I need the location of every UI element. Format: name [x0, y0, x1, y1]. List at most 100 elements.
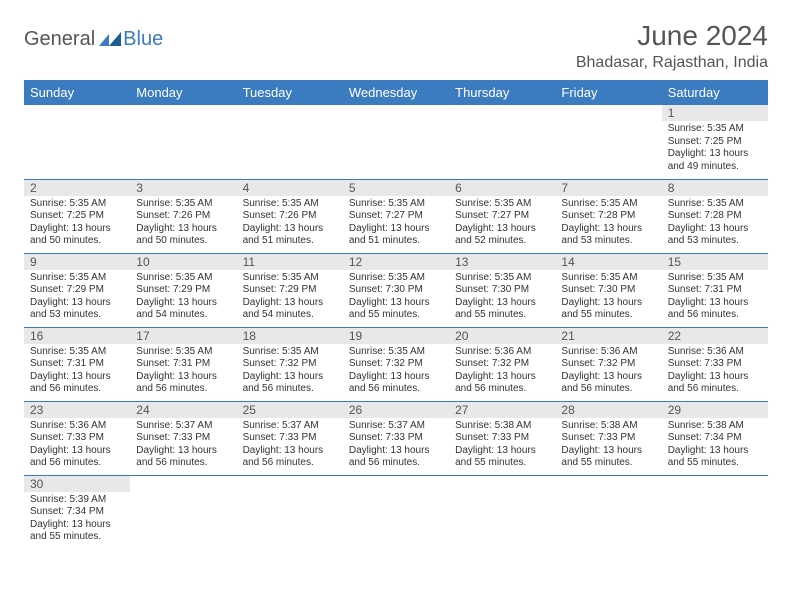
weekday-header: Friday [555, 80, 661, 105]
header: General Blue June 2024 Bhadasar, Rajasth… [24, 20, 768, 72]
calendar-table: SundayMondayTuesdayWednesdayThursdayFrid… [24, 80, 768, 549]
day-info: Sunrise: 5:35 AMSunset: 7:25 PMDaylight:… [662, 121, 768, 177]
day-number: 10 [130, 254, 236, 270]
weekday-header: Thursday [449, 80, 555, 105]
day-number: 11 [237, 254, 343, 270]
calendar-cell [449, 475, 555, 549]
calendar-cell [237, 105, 343, 179]
calendar-cell: 30Sunrise: 5:39 AMSunset: 7:34 PMDayligh… [24, 475, 130, 549]
logo: General Blue [24, 20, 163, 51]
calendar-cell: 14Sunrise: 5:35 AMSunset: 7:30 PMDayligh… [555, 253, 661, 327]
day-number: 7 [555, 180, 661, 196]
logo-text-main: General [24, 28, 95, 51]
calendar-cell: 17Sunrise: 5:35 AMSunset: 7:31 PMDayligh… [130, 327, 236, 401]
calendar-cell: 8Sunrise: 5:35 AMSunset: 7:28 PMDaylight… [662, 179, 768, 253]
day-number: 27 [449, 402, 555, 418]
calendar-cell [24, 105, 130, 179]
day-info: Sunrise: 5:35 AMSunset: 7:30 PMDaylight:… [555, 270, 661, 326]
location: Bhadasar, Rajasthan, India [576, 54, 768, 72]
day-info: Sunrise: 5:35 AMSunset: 7:30 PMDaylight:… [449, 270, 555, 326]
day-info: Sunrise: 5:35 AMSunset: 7:31 PMDaylight:… [662, 270, 768, 326]
day-info: Sunrise: 5:35 AMSunset: 7:27 PMDaylight:… [449, 196, 555, 252]
calendar-cell: 29Sunrise: 5:38 AMSunset: 7:34 PMDayligh… [662, 401, 768, 475]
calendar-row: 1Sunrise: 5:35 AMSunset: 7:25 PMDaylight… [24, 105, 768, 179]
day-number: 14 [555, 254, 661, 270]
calendar-cell: 24Sunrise: 5:37 AMSunset: 7:33 PMDayligh… [130, 401, 236, 475]
calendar-cell [343, 105, 449, 179]
day-info: Sunrise: 5:35 AMSunset: 7:26 PMDaylight:… [130, 196, 236, 252]
calendar-cell: 3Sunrise: 5:35 AMSunset: 7:26 PMDaylight… [130, 179, 236, 253]
calendar-cell [449, 105, 555, 179]
day-info: Sunrise: 5:35 AMSunset: 7:28 PMDaylight:… [662, 196, 768, 252]
month-title: June 2024 [576, 20, 768, 52]
calendar-cell: 4Sunrise: 5:35 AMSunset: 7:26 PMDaylight… [237, 179, 343, 253]
weekday-header: Saturday [662, 80, 768, 105]
day-number: 9 [24, 254, 130, 270]
calendar-cell [130, 475, 236, 549]
logo-flag-icon [99, 32, 121, 48]
day-number: 30 [24, 476, 130, 492]
day-number: 23 [24, 402, 130, 418]
calendar-cell [555, 475, 661, 549]
day-info: Sunrise: 5:38 AMSunset: 7:33 PMDaylight:… [449, 418, 555, 474]
day-number: 6 [449, 180, 555, 196]
calendar-cell: 5Sunrise: 5:35 AMSunset: 7:27 PMDaylight… [343, 179, 449, 253]
day-number: 20 [449, 328, 555, 344]
day-info: Sunrise: 5:35 AMSunset: 7:28 PMDaylight:… [555, 196, 661, 252]
day-info: Sunrise: 5:35 AMSunset: 7:32 PMDaylight:… [237, 344, 343, 400]
calendar-cell: 15Sunrise: 5:35 AMSunset: 7:31 PMDayligh… [662, 253, 768, 327]
day-number: 16 [24, 328, 130, 344]
day-number: 13 [449, 254, 555, 270]
calendar-row: 2Sunrise: 5:35 AMSunset: 7:25 PMDaylight… [24, 179, 768, 253]
weekday-header-row: SundayMondayTuesdayWednesdayThursdayFrid… [24, 80, 768, 105]
day-info: Sunrise: 5:39 AMSunset: 7:34 PMDaylight:… [24, 492, 130, 548]
calendar-cell: 18Sunrise: 5:35 AMSunset: 7:32 PMDayligh… [237, 327, 343, 401]
day-info: Sunrise: 5:35 AMSunset: 7:26 PMDaylight:… [237, 196, 343, 252]
day-number: 18 [237, 328, 343, 344]
day-number: 3 [130, 180, 236, 196]
calendar-cell: 26Sunrise: 5:37 AMSunset: 7:33 PMDayligh… [343, 401, 449, 475]
calendar-cell: 19Sunrise: 5:35 AMSunset: 7:32 PMDayligh… [343, 327, 449, 401]
calendar-cell: 9Sunrise: 5:35 AMSunset: 7:29 PMDaylight… [24, 253, 130, 327]
day-info: Sunrise: 5:35 AMSunset: 7:25 PMDaylight:… [24, 196, 130, 252]
day-info: Sunrise: 5:35 AMSunset: 7:29 PMDaylight:… [237, 270, 343, 326]
calendar-cell: 12Sunrise: 5:35 AMSunset: 7:30 PMDayligh… [343, 253, 449, 327]
day-info: Sunrise: 5:35 AMSunset: 7:32 PMDaylight:… [343, 344, 449, 400]
day-info: Sunrise: 5:36 AMSunset: 7:32 PMDaylight:… [449, 344, 555, 400]
calendar-row: 23Sunrise: 5:36 AMSunset: 7:33 PMDayligh… [24, 401, 768, 475]
calendar-body: 1Sunrise: 5:35 AMSunset: 7:25 PMDaylight… [24, 105, 768, 549]
day-info: Sunrise: 5:36 AMSunset: 7:32 PMDaylight:… [555, 344, 661, 400]
day-number: 15 [662, 254, 768, 270]
day-info: Sunrise: 5:36 AMSunset: 7:33 PMDaylight:… [662, 344, 768, 400]
day-number: 8 [662, 180, 768, 196]
day-number: 29 [662, 402, 768, 418]
weekday-header: Tuesday [237, 80, 343, 105]
day-number: 28 [555, 402, 661, 418]
calendar-cell: 13Sunrise: 5:35 AMSunset: 7:30 PMDayligh… [449, 253, 555, 327]
calendar-cell: 22Sunrise: 5:36 AMSunset: 7:33 PMDayligh… [662, 327, 768, 401]
calendar-cell: 2Sunrise: 5:35 AMSunset: 7:25 PMDaylight… [24, 179, 130, 253]
calendar-cell [237, 475, 343, 549]
day-number: 4 [237, 180, 343, 196]
title-block: June 2024 Bhadasar, Rajasthan, India [576, 20, 768, 72]
weekday-header: Monday [130, 80, 236, 105]
day-number: 17 [130, 328, 236, 344]
calendar-cell: 28Sunrise: 5:38 AMSunset: 7:33 PMDayligh… [555, 401, 661, 475]
calendar-cell: 6Sunrise: 5:35 AMSunset: 7:27 PMDaylight… [449, 179, 555, 253]
calendar-cell: 7Sunrise: 5:35 AMSunset: 7:28 PMDaylight… [555, 179, 661, 253]
day-info: Sunrise: 5:35 AMSunset: 7:30 PMDaylight:… [343, 270, 449, 326]
calendar-cell: 10Sunrise: 5:35 AMSunset: 7:29 PMDayligh… [130, 253, 236, 327]
calendar-cell: 23Sunrise: 5:36 AMSunset: 7:33 PMDayligh… [24, 401, 130, 475]
day-number: 24 [130, 402, 236, 418]
calendar-row: 30Sunrise: 5:39 AMSunset: 7:34 PMDayligh… [24, 475, 768, 549]
day-info: Sunrise: 5:35 AMSunset: 7:27 PMDaylight:… [343, 196, 449, 252]
day-number: 12 [343, 254, 449, 270]
calendar-cell: 27Sunrise: 5:38 AMSunset: 7:33 PMDayligh… [449, 401, 555, 475]
day-number: 1 [662, 105, 768, 121]
day-info: Sunrise: 5:35 AMSunset: 7:29 PMDaylight:… [24, 270, 130, 326]
day-info: Sunrise: 5:36 AMSunset: 7:33 PMDaylight:… [24, 418, 130, 474]
calendar-cell [130, 105, 236, 179]
day-info: Sunrise: 5:37 AMSunset: 7:33 PMDaylight:… [130, 418, 236, 474]
day-info: Sunrise: 5:37 AMSunset: 7:33 PMDaylight:… [237, 418, 343, 474]
day-info: Sunrise: 5:38 AMSunset: 7:34 PMDaylight:… [662, 418, 768, 474]
